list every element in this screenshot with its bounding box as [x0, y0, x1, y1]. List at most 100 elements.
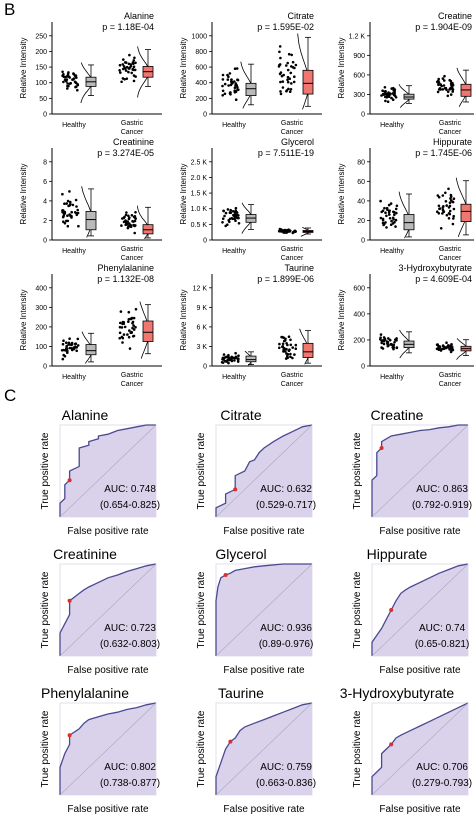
data-point	[72, 77, 76, 80]
y-tick-label: 0.5 K	[191, 222, 208, 229]
data-point	[130, 71, 133, 75]
roc-curve	[215, 563, 312, 656]
data-point	[129, 63, 133, 66]
data-point	[74, 198, 78, 202]
data-point	[385, 96, 389, 99]
chance-diagonal	[215, 563, 313, 657]
roc-curve	[59, 702, 157, 795]
x-label-healthy: Healthy	[222, 374, 246, 381]
data-point	[124, 213, 128, 217]
x-label-cancer: Cancer	[439, 381, 462, 388]
chart-title: Citrate	[287, 11, 314, 21]
data-point	[285, 229, 289, 232]
roc-curve	[371, 424, 468, 517]
data-point	[235, 210, 238, 214]
data-point	[442, 84, 446, 87]
data-point	[435, 343, 439, 347]
data-point	[381, 89, 384, 92]
y-tick-label: 200	[353, 337, 365, 344]
data-point	[391, 344, 395, 347]
data-point	[127, 318, 131, 321]
data-point	[451, 346, 454, 350]
y-tick-label: 200	[195, 96, 207, 103]
data-point	[123, 215, 126, 219]
data-point	[289, 352, 292, 356]
data-point	[386, 92, 389, 96]
data-point	[449, 93, 453, 96]
data-point	[130, 214, 134, 217]
data-point	[221, 361, 225, 364]
data-point	[134, 307, 138, 311]
y-tick-label: 1.2 K	[349, 33, 366, 40]
y-axis-title: Relative Intensity	[19, 38, 28, 99]
data-point	[379, 336, 382, 340]
roc-title: Creatine	[371, 407, 424, 423]
auc-value: AUC: 0.936	[260, 623, 312, 634]
data-point	[131, 326, 134, 330]
data-point	[237, 354, 240, 358]
data-point	[68, 337, 71, 341]
data-point	[228, 72, 232, 75]
data-point	[385, 340, 389, 343]
data-point	[70, 214, 73, 218]
data-point	[392, 93, 396, 97]
auc-value: AUC: 0.706	[416, 762, 468, 773]
data-point	[221, 221, 224, 224]
data-point	[231, 80, 234, 84]
data-point	[126, 333, 129, 336]
roc-curve	[371, 563, 469, 656]
x-label-healthy: Healthy	[62, 248, 86, 255]
y-axis-title: True positive rate	[196, 710, 207, 787]
data-point	[234, 98, 238, 101]
data-point	[286, 75, 290, 79]
data-point	[391, 98, 395, 101]
data-point	[118, 325, 122, 329]
box-healthy	[85, 344, 97, 356]
data-point	[447, 187, 450, 191]
data-point	[445, 213, 449, 217]
data-point	[438, 207, 442, 210]
data-point	[448, 88, 451, 91]
data-point	[65, 344, 68, 348]
chance-diagonal	[371, 702, 469, 796]
data-point	[381, 347, 385, 350]
data-point	[224, 211, 228, 215]
data-point	[283, 339, 287, 342]
x-label-healthy: Healthy	[62, 374, 86, 381]
x-axis-title: False positive rate	[379, 526, 461, 537]
data-point	[75, 212, 78, 215]
data-point	[122, 67, 125, 71]
data-point	[279, 80, 282, 84]
p-value-label: p = 4.609E-04	[415, 274, 472, 284]
data-point	[392, 346, 395, 350]
y-tick-label: 1.0 K	[191, 206, 208, 213]
roc-title: 3-Hydroxybutyrate	[340, 685, 455, 701]
data-point	[68, 343, 72, 346]
y-tick-label: 80	[357, 159, 365, 166]
data-point	[294, 347, 298, 351]
data-point	[120, 80, 123, 84]
data-point	[448, 78, 452, 82]
x-axis-title: False positive rate	[67, 804, 149, 815]
data-point	[63, 210, 67, 214]
p-value-label: p = 1.899E-06	[257, 274, 314, 284]
data-point	[278, 227, 282, 231]
roc-title: Taurine	[218, 685, 264, 701]
data-point	[121, 341, 124, 344]
data-point	[387, 203, 391, 207]
data-point	[291, 66, 295, 69]
data-point	[388, 92, 392, 95]
auc-ci: (0.89-0.976)	[259, 639, 313, 650]
y-tick-label: 600	[195, 65, 207, 72]
data-point	[126, 226, 130, 230]
data-point	[451, 200, 455, 204]
data-point	[282, 350, 285, 353]
data-point	[286, 78, 289, 82]
cutoff-point	[67, 478, 72, 483]
data-point	[230, 217, 234, 220]
y-tick-label: 9 K	[196, 305, 207, 312]
data-point	[233, 86, 237, 90]
data-point	[66, 214, 69, 217]
data-point	[119, 321, 122, 325]
